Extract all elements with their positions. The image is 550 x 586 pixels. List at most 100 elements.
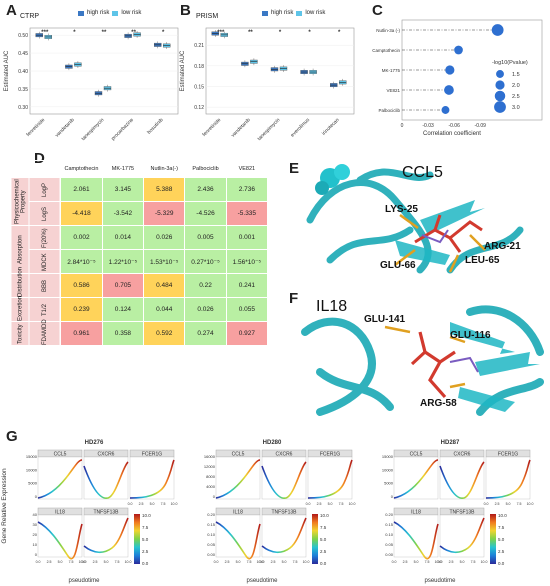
property-label: F(20%) [29,225,61,250]
legend-dot [495,80,505,90]
table-cell: 0.592 [143,321,186,346]
colorbar-tick: 2.5 [320,549,327,554]
tick-label: 7.5 [339,502,344,506]
category-label: tanespimycin [257,117,282,142]
category-label: vandetanib [230,117,252,139]
tick-label: 12000 [204,464,216,469]
tick-label: 2.5 [271,560,276,564]
tick-label: 2.5 [225,560,230,564]
colorbar-tick: 10.0 [498,513,507,518]
table-cell: 0.358 [101,321,145,346]
facet-frame [393,514,439,558]
tick-label: 0 [391,494,394,499]
colorbar [490,514,496,564]
category-label: VE821 [386,88,400,93]
panel-b-title: PRISM [196,13,219,20]
significance-mark: * [279,30,282,36]
table-cell: -5.335 [225,201,269,226]
tick-label: 0 [35,494,38,499]
group-label: Absorption [10,225,30,274]
tick-label: 0.0 [438,560,443,564]
table-cell: 1.22*10⁻⁵ [101,249,145,274]
gene-label: TNFSF13B [271,510,297,516]
tick-label: 0.12 [194,105,204,111]
tick-label: 10.0 [125,560,132,564]
category-label: everolimus [290,117,312,139]
residue-label: LEU-65 [465,255,500,266]
tick-label: 40 [33,512,38,517]
tick-label: 10000 [382,467,394,472]
category-label: MK-1775 [382,68,401,73]
group-label: Toxicity [10,321,30,346]
table-cell: 0.026 [184,297,227,322]
colorbar-tick: 0.0 [320,561,327,566]
tick-label: 5.0 [150,502,155,506]
colorbar-tick: 2.5 [498,549,505,554]
il18-docking-render: IL18 GLU-141 GLU-116 ARG-58 [300,292,545,422]
table-cell: 0.001 [225,225,269,250]
pseudotime-curve [485,459,531,499]
category-label: Nutlin-3a (-) [376,28,400,33]
tick-label: 0.0 [484,502,489,506]
colorbar-tick: 7.5 [142,525,149,530]
legend-value: 2.5 [512,94,520,100]
tick-label: 0.15 [385,522,394,527]
tick-label: -0.06 [448,123,460,129]
tick-label: 10.0 [79,560,86,564]
tick-label: -0.03 [422,123,434,129]
pseudotime-curve [261,517,307,554]
group-label: Distribution [10,267,30,298]
facet-frame [485,456,531,500]
property-label: LogS [29,201,61,226]
tick-label: 2.5 [93,560,98,564]
legend-high-label: high risk [271,10,294,16]
il18-protein-ribbon [301,305,544,416]
tick-label: 5.0 [282,560,287,564]
tick-label: 7.5 [247,560,252,564]
category-label: Camptothecin [372,48,400,53]
table-cell: 1.56*10⁻⁵ [225,249,269,274]
legend-low-label: low risk [305,10,326,16]
legend-high-label: high risk [87,10,110,16]
pseudotime-curve [37,521,83,560]
gene-label: CXCR6 [98,452,115,458]
tick-label: 0.45 [18,51,28,57]
table-cell: 0.014 [101,225,145,250]
significance-mark: * [308,30,311,36]
legend-high-swatch [262,10,268,16]
facet-frame [215,514,261,558]
significance-mark: ** [248,30,253,36]
panel-label-b: B [180,2,191,19]
facet-frame [83,456,129,500]
tick-label: 0.0 [82,560,87,564]
x-axis-label: pseudotime [68,578,100,584]
category-label: vandetanib [54,117,76,139]
pseudotime-curve [439,517,485,554]
pseudotime-curve [393,521,439,560]
tick-label: 5.0 [236,560,241,564]
x-axis-label: pseudotime [246,578,278,584]
property-label: MDCK [29,249,61,274]
blank-header [28,160,62,178]
gene-label: CCL5 [410,452,423,458]
residue-label: GLU-66 [380,260,416,271]
pseudotime-curve [83,461,129,499]
tick-label: 10.0 [435,560,442,564]
gene-label: CCL5 [232,452,245,458]
legend-value: 2.0 [512,83,520,89]
tick-label: 5.0 [328,502,333,506]
table-cell: 0.27*10⁻⁵ [184,249,227,274]
panel-label-g: G [6,428,18,445]
colorbar-tick: 10.0 [142,513,151,518]
legend-value: 1.5 [512,72,520,78]
property-label: BBB [29,273,61,298]
table-cell: 0.044 [143,297,186,322]
drug-column-header: Camptothecin [60,160,103,178]
panel-b-legend: high risk low risk [262,10,325,16]
tick-label: 4000 [206,484,216,489]
pseudotime-curve [215,521,261,560]
ccl5-title: CCL5 [402,164,443,181]
tick-label: 10.0 [171,502,178,506]
significance-mark: * [162,30,165,36]
